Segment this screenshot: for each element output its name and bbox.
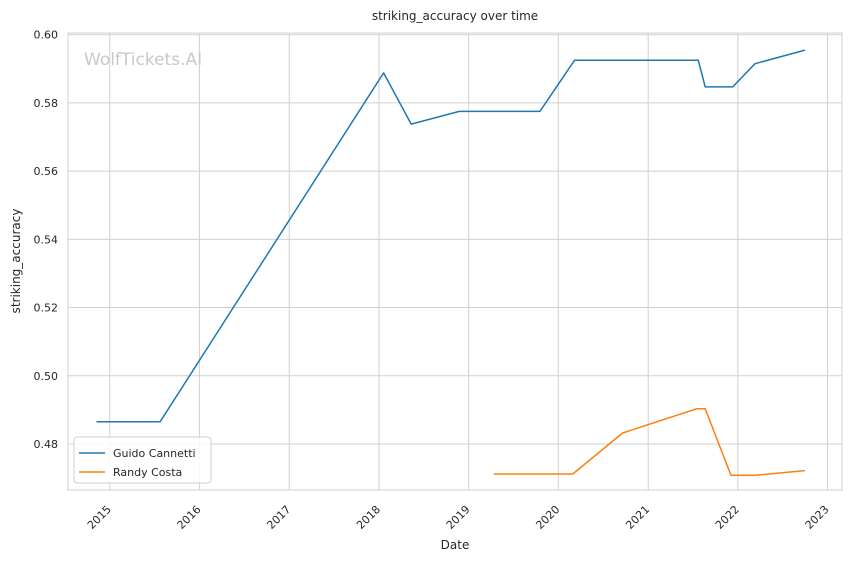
y-tick-label: 0.50 [34,370,59,383]
series-lines [96,49,806,477]
x-axis-label: Date [441,538,470,552]
watermark: WolfTickets.AI [84,50,202,70]
y-tick-label: 0.58 [34,97,59,110]
legend-box [73,436,212,484]
y-tick-label: 0.52 [34,302,59,315]
legend-label-guido-cannetti: Guido Cannetti [113,447,196,460]
grid [68,33,842,490]
legend: Guido Cannetti Randy Costa [73,436,212,484]
series-line-guido-cannetti [96,49,806,423]
y-tick-label: 0.56 [34,165,59,178]
y-axis-label: striking_accuracy [9,209,23,314]
legend-label-randy-costa: Randy Costa [113,466,182,479]
y-tick-label: 0.60 [34,29,59,42]
y-tick-label: 0.54 [34,233,59,246]
series-line-randy-costa [493,408,805,477]
chart-title: striking_accuracy over time [372,9,538,23]
y-tick-label: 0.48 [34,438,59,451]
plot-frame [67,32,843,491]
